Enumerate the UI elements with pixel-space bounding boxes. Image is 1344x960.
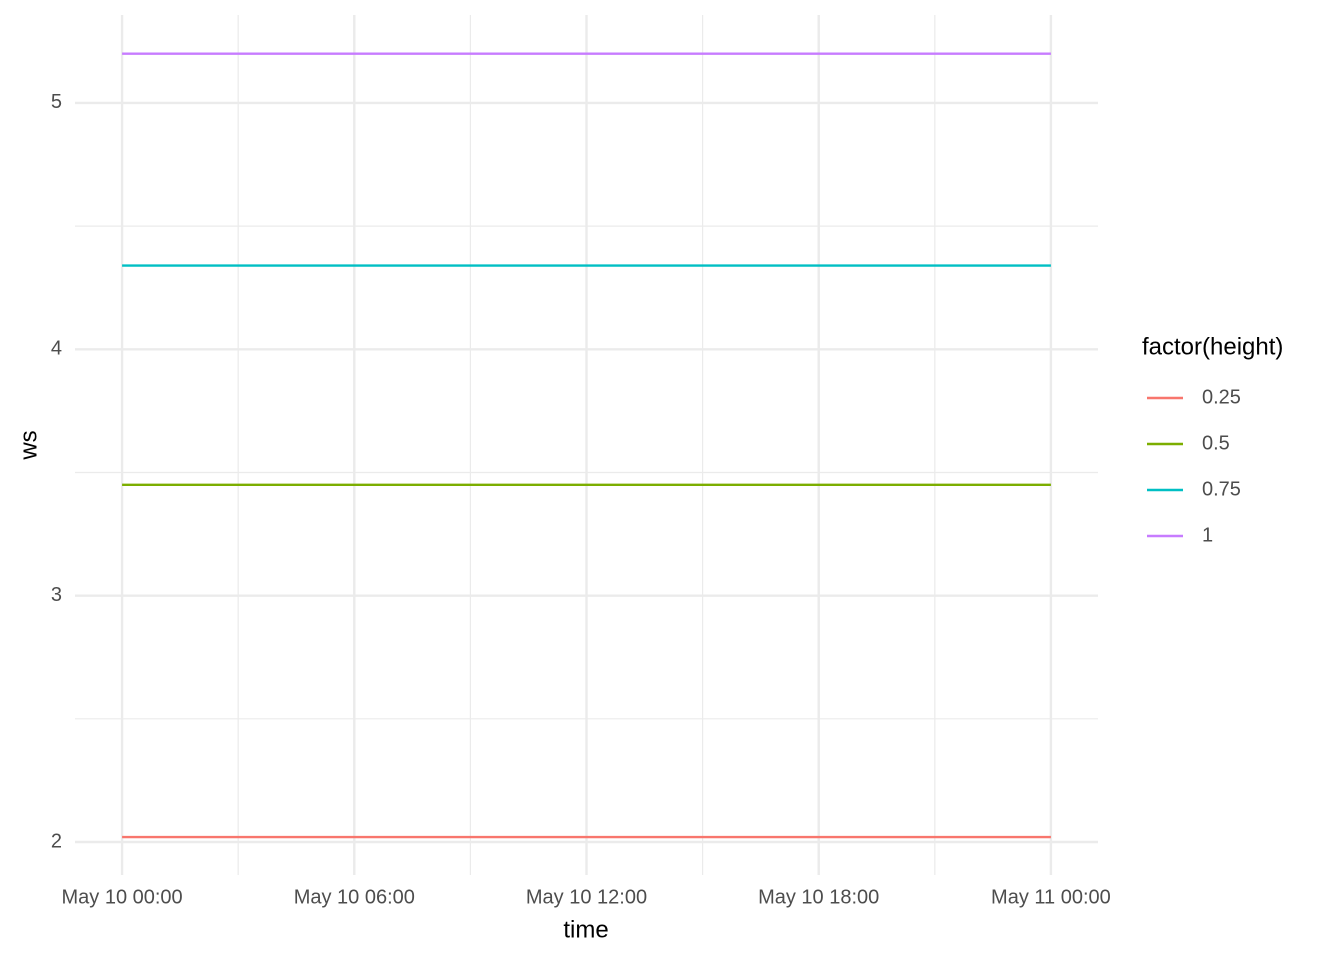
y-axis-label: ws bbox=[15, 430, 42, 460]
y-tick-label: 5 bbox=[51, 91, 62, 113]
x-tick-label: May 10 12:00 bbox=[526, 886, 647, 908]
y-tick-label: 3 bbox=[51, 584, 62, 606]
legend-label: 0.25 bbox=[1202, 386, 1241, 408]
y-tick-label: 2 bbox=[51, 830, 62, 852]
x-tick-label: May 10 00:00 bbox=[61, 886, 182, 908]
x-tick-label: May 10 18:00 bbox=[758, 886, 879, 908]
legend-label: 1 bbox=[1202, 524, 1213, 546]
x-axis-label: time bbox=[563, 916, 608, 943]
legend-label: 0.75 bbox=[1202, 478, 1241, 500]
x-tick-label: May 11 00:00 bbox=[991, 886, 1111, 908]
legend-title: factor(height) bbox=[1142, 333, 1283, 360]
y-tick-label: 4 bbox=[51, 338, 62, 360]
x-tick-label: May 10 06:00 bbox=[294, 886, 415, 908]
legend-label: 0.5 bbox=[1202, 432, 1230, 454]
